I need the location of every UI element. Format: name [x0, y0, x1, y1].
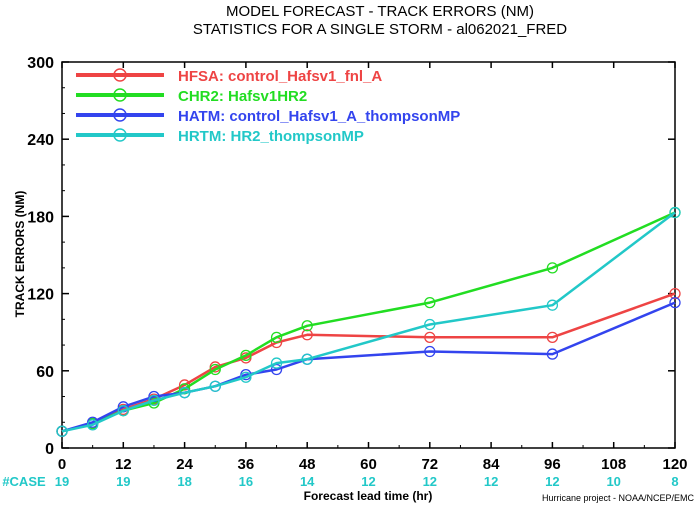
x-tick-label: 72: [421, 456, 438, 473]
case-count: 14: [300, 474, 315, 489]
data-point: [546, 262, 559, 274]
data-point: [240, 371, 252, 383]
y-tick-label: 300: [27, 55, 54, 72]
case-count: 19: [55, 474, 69, 489]
data-point: [669, 206, 681, 219]
case-count: 10: [606, 474, 620, 489]
x-tick-label: 48: [299, 456, 316, 473]
case-count: 12: [361, 474, 375, 489]
data-point: [209, 363, 221, 376]
x-tick-label: 24: [176, 456, 193, 473]
data-point: [546, 331, 559, 343]
x-tick-label: 96: [544, 456, 561, 473]
credit-text: Hurricane project - NOAA/NCEP/EMC: [542, 493, 695, 503]
data-point: [424, 331, 436, 343]
data-point: [270, 331, 283, 343]
x-tick-label: 60: [360, 456, 377, 473]
x-tick-label: 84: [483, 456, 500, 473]
x-axis-label: Forecast lead time (hr): [304, 489, 433, 503]
case-count: 12: [545, 474, 559, 489]
data-point: [424, 345, 436, 358]
legend-label: CHR2: Hafsv1HR2: [178, 88, 307, 105]
x-tick-label: 0: [58, 456, 66, 473]
data-point: [424, 318, 436, 331]
data-point: [301, 329, 313, 341]
data-point: [546, 299, 559, 311]
legend-marker: [113, 88, 127, 102]
y-tick-label: 180: [27, 209, 54, 226]
case-count: 8: [671, 474, 678, 489]
legend-label: HRTM: HR2_thompsonMP: [178, 128, 364, 145]
data-point: [56, 425, 68, 437]
data-point: [424, 296, 436, 309]
case-count: 16: [239, 474, 253, 489]
x-tick-label: 12: [115, 456, 132, 473]
case-count: 18: [177, 474, 191, 489]
y-tick-label: 240: [27, 132, 54, 149]
case-count: 12: [484, 474, 498, 489]
data-point: [669, 296, 681, 309]
y-tick-label: 120: [27, 287, 54, 304]
data-point: [270, 357, 283, 369]
legend-marker: [113, 68, 127, 82]
y-tick-label: 0: [45, 441, 54, 458]
case-label: #CASE: [2, 474, 46, 489]
data-point: [669, 287, 681, 300]
legend-marker: [113, 128, 127, 142]
data-point: [178, 387, 191, 399]
data-point: [301, 353, 313, 365]
y-axis-label: TRACK ERRORS (NM): [13, 191, 27, 318]
case-count: 12: [423, 474, 437, 489]
legend-marker: [113, 108, 127, 122]
data-point: [240, 349, 252, 362]
data-point: [209, 380, 221, 392]
chart-subtitle: STATISTICS FOR A SINGLE STORM - al062021…: [193, 21, 567, 38]
data-point: [87, 419, 99, 431]
data-point: [546, 348, 559, 360]
y-tick-label: 60: [36, 364, 54, 381]
x-tick-label: 120: [662, 456, 687, 473]
legend-label: HATM: control_Hafsv1_A_thompsonMP: [178, 108, 460, 125]
case-count: 19: [116, 474, 130, 489]
data-point: [117, 405, 129, 417]
chart-title: MODEL FORECAST - TRACK ERRORS (NM): [226, 3, 534, 20]
series-line: [61, 301, 676, 433]
plot-area: 0 12 24 36 48 60 72 84 96 108 12006012018024030019…: [27, 55, 687, 489]
data-point: [148, 394, 160, 407]
data-point: [301, 320, 313, 332]
x-tick-label: 108: [601, 456, 626, 473]
legend-label: HFSA: control_Hafsv1_fnl_A: [178, 68, 382, 85]
x-tick-label: 36: [238, 456, 255, 473]
data-point: [270, 363, 283, 376]
